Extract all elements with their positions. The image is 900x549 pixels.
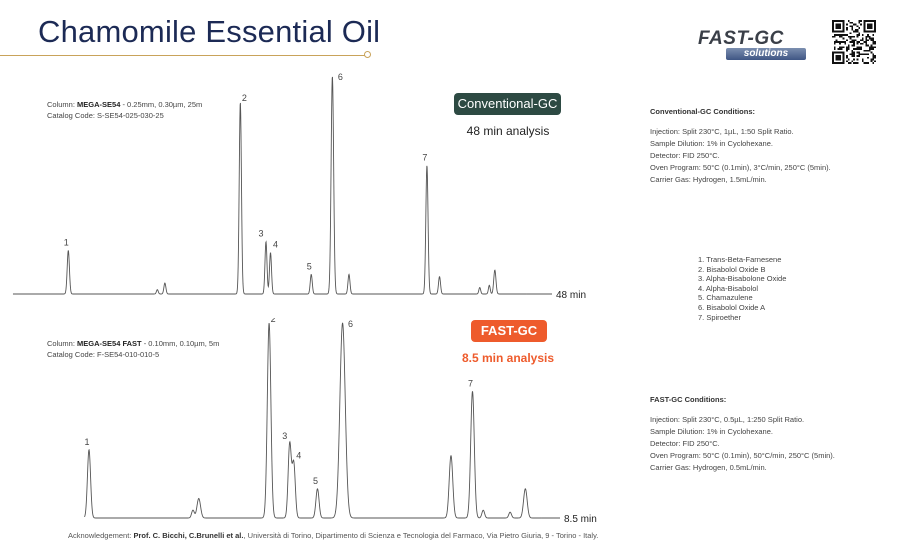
- conventional-chromatogram: 1 2 34 5 6 7 48 min: [12, 72, 586, 301]
- fast-analysis-time: 8.5 min analysis: [461, 351, 555, 365]
- catalog-code: Catalog Code: F-SE54-010-010-5: [47, 350, 160, 359]
- compound-legend: 1. Trans-Beta-Farnesene 2. Bisabolol Oxid…: [698, 255, 786, 322]
- peak-label: 3: [258, 229, 263, 239]
- compound-item: 6. Bisabolol Oxide A: [698, 302, 766, 312]
- compound-item: 2. Bisabolol Oxide B: [698, 264, 766, 274]
- condition-line: Injection: Split 230°C, 0.5µL, 1:250 Spl…: [650, 415, 805, 424]
- conventional-column-info: Column: MEGA-SE54 - 0.25mm, 0.30µm, 25m …: [47, 99, 202, 121]
- title-divider: [0, 55, 368, 56]
- conventional-conditions: Conventional-GC Conditions: Injection: S…: [650, 106, 831, 186]
- axis-end-label: 8.5 min: [564, 514, 597, 525]
- chromatogram-trace: [84, 322, 542, 519]
- fast-column-info: Column: MEGA-SE54 FAST - 0.10mm, 0.10µm,…: [47, 338, 219, 360]
- compound-item: 5. Chamazulene: [698, 293, 753, 303]
- condition-line: Injection: Split 230°C, 1µL, 1:50 Split …: [650, 127, 794, 136]
- peak-label: 6: [348, 319, 353, 329]
- condition-line: Carrier Gas: Hydrogen, 1.5mL/min.: [650, 175, 767, 184]
- condition-line: Carrier Gas: Hydrogen, 0.5mL/min.: [650, 463, 767, 472]
- peak-label: 6: [338, 72, 343, 82]
- condition-line: Oven Program: 50°C (0.1min), 3°C/min, 25…: [650, 163, 831, 172]
- condition-line: Detector: FID 250°C.: [650, 151, 720, 160]
- chromatogram-trace: [12, 76, 527, 295]
- column-spec: - 0.25mm, 0.30µm, 25m: [120, 100, 203, 109]
- compound-item: 1. Trans-Beta-Farnesene: [698, 255, 782, 264]
- column-prefix: Column:: [47, 339, 75, 348]
- qr-code-icon: [832, 20, 876, 64]
- peak-label: 1: [84, 437, 89, 447]
- condition-line: Oven Program: 50°C (0.1min), 50°C/min, 2…: [650, 451, 835, 460]
- page-title: Chamomile Essential Oil: [38, 14, 381, 49]
- peak-label: 7: [422, 152, 427, 162]
- condition-line: Detector: FID 250°C.: [650, 439, 720, 448]
- peak-label: 7: [468, 378, 473, 388]
- logo-text-fast-gc: FAST-GC: [698, 28, 784, 49]
- title-divider-dot: [364, 51, 371, 58]
- condition-line: Sample Dilution: 1% in Cyclohexane.: [650, 139, 773, 148]
- axis-end-label: 48 min: [556, 290, 586, 301]
- fast-gc-badge: FAST-GC: [471, 320, 547, 342]
- conventional-gc-badge: Conventional-GC: [454, 93, 561, 115]
- compound-item: 3. Alpha-Bisabolone Oxide: [698, 274, 787, 284]
- conventional-analysis-time: 48 min analysis: [466, 124, 550, 138]
- peak-label: 5: [307, 261, 312, 271]
- condition-line: Sample Dilution: 1% in Cyclohexane.: [650, 427, 773, 436]
- column-name: MEGA-SE54: [77, 100, 121, 109]
- fast-gc-logo: FAST-GC solutions: [696, 28, 808, 62]
- peak-label: 2: [242, 93, 247, 103]
- peak-label: 4: [273, 240, 278, 250]
- fast-chromatogram: 1 2 34 5 6 7 8.5 min: [84, 318, 597, 525]
- catalog-code: Catalog Code: S-SE54-025-030-25: [47, 111, 164, 120]
- logo-text-solutions: solutions: [726, 48, 806, 60]
- compound-item: 7. Spiroether: [698, 312, 741, 322]
- peak-label: 3: [282, 431, 287, 441]
- column-prefix: Column:: [47, 100, 75, 109]
- fast-conditions: FAST-GC Conditions: Injection: Split 230…: [650, 394, 835, 474]
- peak-label: 1: [64, 237, 69, 247]
- ack-names: Prof. C. Bicchi, C.Brunelli et al.: [133, 531, 244, 540]
- compound-item: 4. Alpha-Bisabolol: [698, 283, 759, 293]
- column-spec: - 0.10mm, 0.10µm, 5m: [141, 339, 220, 348]
- conditions-title: Conventional-GC Conditions:: [650, 107, 755, 116]
- ack-affiliation: , Università di Torino, Dipartimento di …: [243, 531, 599, 540]
- conditions-title: FAST-GC Conditions:: [650, 395, 727, 404]
- peak-label: 5: [313, 476, 318, 486]
- peak-label: 2: [271, 318, 276, 324]
- peak-label: 4: [296, 450, 301, 460]
- column-name: MEGA-SE54 FAST: [77, 339, 142, 348]
- ack-prefix: Acknowledgement:: [68, 531, 134, 540]
- acknowledgement: Acknowledgement: Prof. C. Bicchi, C.Brun…: [68, 531, 598, 540]
